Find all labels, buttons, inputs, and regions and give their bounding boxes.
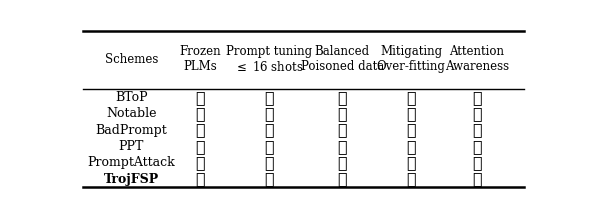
Text: Notable: Notable [106, 107, 157, 120]
Text: ✓: ✓ [337, 171, 348, 187]
Text: ✗: ✗ [195, 122, 205, 138]
Text: ✗: ✗ [195, 89, 205, 106]
Text: Schemes: Schemes [105, 53, 158, 66]
Text: ✗: ✗ [406, 105, 416, 122]
Text: ✗: ✗ [406, 138, 416, 155]
Text: ✗: ✗ [264, 105, 274, 122]
Text: ✗: ✗ [406, 89, 416, 106]
Text: ✗: ✗ [195, 105, 205, 122]
Text: ✓: ✓ [195, 138, 205, 155]
Text: ✗: ✗ [264, 138, 274, 155]
Text: ✗: ✗ [264, 154, 274, 171]
Text: ✗: ✗ [337, 105, 348, 122]
Text: ✓: ✓ [195, 171, 205, 187]
Text: ✓: ✓ [472, 171, 482, 187]
Text: BadPrompt: BadPrompt [95, 124, 167, 137]
Text: ✗: ✗ [337, 122, 348, 138]
Text: ✓: ✓ [264, 122, 274, 138]
Text: ✓: ✓ [264, 171, 274, 187]
Text: Balanced
Poisoned data: Balanced Poisoned data [301, 45, 384, 73]
Text: ✗: ✗ [472, 122, 482, 138]
Text: ✗: ✗ [472, 89, 482, 106]
Text: ✗: ✗ [472, 105, 482, 122]
Text: BToP: BToP [115, 91, 147, 104]
Text: ✗: ✗ [406, 122, 416, 138]
Text: ✗: ✗ [406, 154, 416, 171]
Text: ✗: ✗ [472, 154, 482, 171]
Text: PromptAttack: PromptAttack [88, 156, 175, 169]
Text: ✓: ✓ [195, 154, 205, 171]
Text: Mitigating
Over-fitting: Mitigating Over-fitting [377, 45, 446, 73]
Text: ✓: ✓ [406, 171, 416, 187]
Text: ✗: ✗ [337, 154, 348, 171]
Text: TrojFSP: TrojFSP [104, 173, 159, 186]
Text: ✗: ✗ [264, 89, 274, 106]
Text: PPT: PPT [118, 140, 144, 153]
Text: ✗: ✗ [337, 89, 348, 106]
Text: Attention
Awareness: Attention Awareness [445, 45, 509, 73]
Text: ✗: ✗ [337, 138, 348, 155]
Text: Frozen
PLMs: Frozen PLMs [179, 45, 221, 73]
Text: Prompt tuning
$\leq$ 16 shots: Prompt tuning $\leq$ 16 shots [226, 44, 312, 74]
Text: ✗: ✗ [472, 138, 482, 155]
